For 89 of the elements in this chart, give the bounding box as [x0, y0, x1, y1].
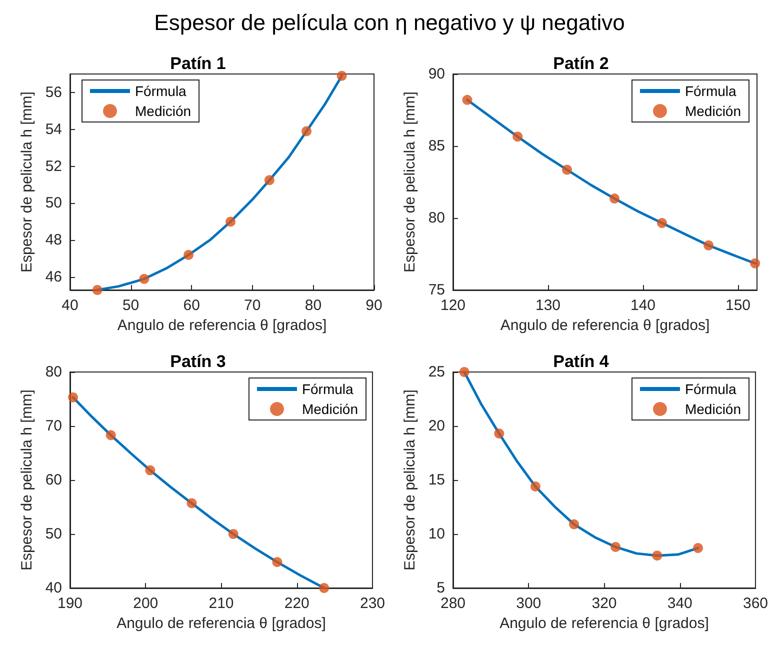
point	[462, 94, 472, 105]
x-tick-label: 150	[725, 297, 751, 314]
x-axis-title: Angulo de referencia θ [grados]	[500, 615, 709, 632]
point	[610, 542, 621, 552]
text: Espesor de película con η negativo y ψ negativo	[153, 9, 626, 37]
y-tick-label: 46	[45, 268, 62, 286]
point	[336, 70, 347, 81]
x-tick-label: 60	[183, 297, 200, 314]
y-axis-title: Espesor de pelicula h [mm]	[401, 92, 418, 272]
point	[569, 519, 579, 530]
y-tick-label: 25	[428, 364, 445, 380]
y-tick-label: 10	[428, 526, 445, 542]
point	[139, 274, 150, 284]
point	[184, 250, 194, 260]
y-tick-label: 75	[428, 282, 445, 298]
y-tick-label: 54	[45, 120, 62, 138]
legend-label: Medición	[135, 103, 192, 119]
y-tick-label: 70	[45, 418, 62, 434]
legend-label: Medición	[684, 103, 742, 119]
y-tick-label: 20	[428, 418, 445, 434]
x-tick-label: 230	[360, 595, 385, 612]
point	[610, 194, 620, 204]
legend-label: Fórmula	[302, 381, 354, 397]
point	[562, 164, 572, 175]
point	[750, 258, 760, 268]
x-tick-label: 80	[304, 297, 322, 314]
y-tick-label: 56	[45, 84, 62, 101]
legend-label: Fórmula	[135, 83, 187, 99]
legend-label: Medición	[302, 401, 358, 417]
y-tick-label: 80	[428, 210, 445, 226]
point	[145, 465, 156, 476]
legend-label: Fórmula	[684, 83, 737, 99]
x-tick-label: 50	[122, 297, 140, 314]
point	[228, 529, 238, 539]
point	[92, 285, 102, 295]
point	[652, 550, 662, 561]
x-tick-label: 140	[630, 297, 656, 314]
y-tick-label: 90	[428, 66, 445, 82]
x-tick-label: 40	[62, 297, 78, 314]
x-axis-title: Angulo de referencia θ [grados]	[500, 317, 710, 334]
x-axis-title: Angulo de referencia θ [grados]	[116, 615, 326, 632]
x-tick-label: 120	[440, 297, 466, 314]
y-tick-label: 40	[45, 580, 62, 596]
y-tick-label: 50	[45, 526, 62, 542]
y-tick-label: 15	[428, 472, 445, 488]
legend-label: Fórmula	[684, 381, 737, 397]
x-tick-label: 220	[284, 595, 310, 612]
point	[693, 543, 704, 554]
y-axis-title: Espesor de pelicula h [mm]	[18, 92, 36, 272]
y-tick-label: 48	[45, 232, 62, 249]
point	[530, 481, 540, 492]
point	[186, 498, 197, 508]
chart-title: Patín 2	[553, 54, 609, 73]
x-tick-label: 90	[366, 297, 382, 314]
chart-title: Patín 1	[170, 54, 226, 73]
x-tick-label: 190	[57, 595, 83, 612]
y-tick-label: 60	[45, 472, 62, 488]
point	[657, 218, 667, 228]
point	[704, 240, 714, 250]
point	[459, 367, 470, 377]
point	[319, 583, 330, 593]
y-tick-label: 50	[45, 194, 62, 212]
y-tick-label: 80	[45, 364, 62, 380]
point	[106, 430, 116, 440]
x-tick-label: 200	[133, 595, 158, 612]
point	[512, 132, 523, 142]
legend-label: Medición	[684, 401, 742, 417]
x-tick-label: 280	[440, 595, 466, 612]
x-tick-label: 70	[244, 297, 261, 314]
x-tick-label: 210	[208, 595, 234, 612]
x-axis-title: Angulo de referencia θ [grados]	[117, 317, 327, 334]
point	[68, 392, 78, 402]
y-tick-label: 5	[436, 580, 445, 596]
point	[272, 557, 282, 568]
point	[226, 216, 236, 227]
x-tick-label: 300	[516, 595, 542, 612]
point	[264, 175, 274, 186]
y-axis-title: Espesor de pelicula h [mm]	[18, 390, 36, 570]
chart-title: Patín 4	[553, 352, 610, 371]
x-tick-label: 130	[535, 297, 561, 314]
y-axis-title: Espesor de pelicula h [mm]	[401, 390, 418, 570]
point	[302, 126, 312, 136]
point	[494, 428, 504, 439]
x-tick-label: 320	[592, 595, 617, 612]
chart-title: Patín 3	[170, 352, 226, 371]
x-tick-label: 340	[667, 595, 692, 612]
y-tick-label: 52	[45, 158, 62, 175]
y-tick-label: 85	[428, 138, 445, 154]
x-tick-label: 360	[742, 595, 768, 612]
